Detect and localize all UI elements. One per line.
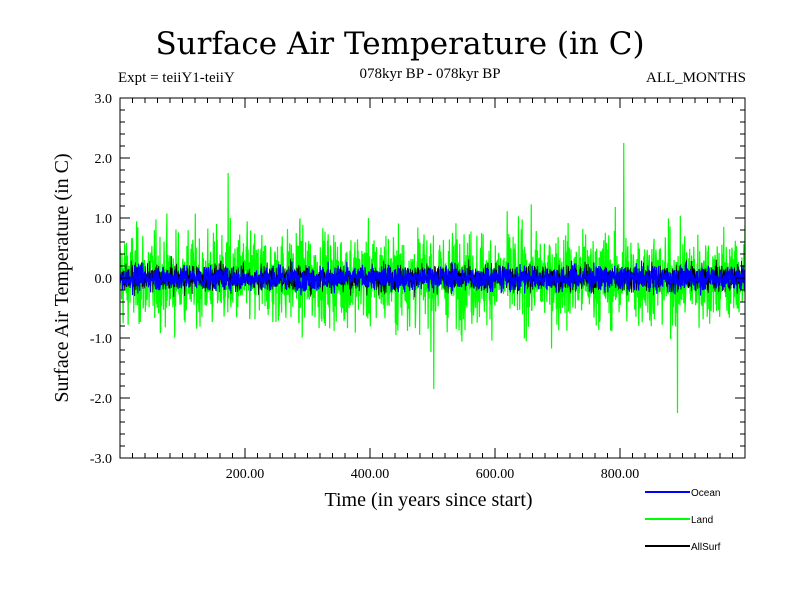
y-tick-label: -1.0 bbox=[90, 332, 112, 347]
chart-title: Surface Air Temperature (in C) bbox=[155, 26, 645, 62]
series-group bbox=[120, 142, 745, 414]
y-tick-label: -2.0 bbox=[90, 392, 112, 407]
experiment-label: Expt = teiiY1-teiiY bbox=[118, 70, 235, 86]
x-tick-label: 600.00 bbox=[476, 467, 515, 482]
y-tick-label: 1.0 bbox=[95, 212, 113, 227]
x-tick-label: 800.00 bbox=[601, 467, 640, 482]
y-axis-title: Surface Air Temperature (in C) bbox=[51, 153, 73, 402]
x-tick-label: 400.00 bbox=[351, 467, 390, 482]
x-tick-label: 200.00 bbox=[226, 467, 265, 482]
y-tick-label: 3.0 bbox=[95, 92, 113, 107]
y-tick-label: 2.0 bbox=[95, 152, 113, 167]
y-tick-label: 0.0 bbox=[95, 272, 113, 287]
months-label: ALL_MONTHS bbox=[646, 70, 746, 86]
x-axis-title: Time (in years since start) bbox=[324, 489, 532, 511]
y-tick-label: -3.0 bbox=[90, 452, 112, 467]
series-line-ocean bbox=[120, 260, 745, 296]
period-label: 078kyr BP - 078kyr BP bbox=[359, 66, 501, 82]
legend-label-ocean: Ocean bbox=[691, 488, 720, 499]
legend-label-land: Land bbox=[691, 515, 713, 526]
legend-label-allsurf: AllSurf bbox=[691, 542, 721, 553]
series-line-land bbox=[120, 142, 745, 414]
